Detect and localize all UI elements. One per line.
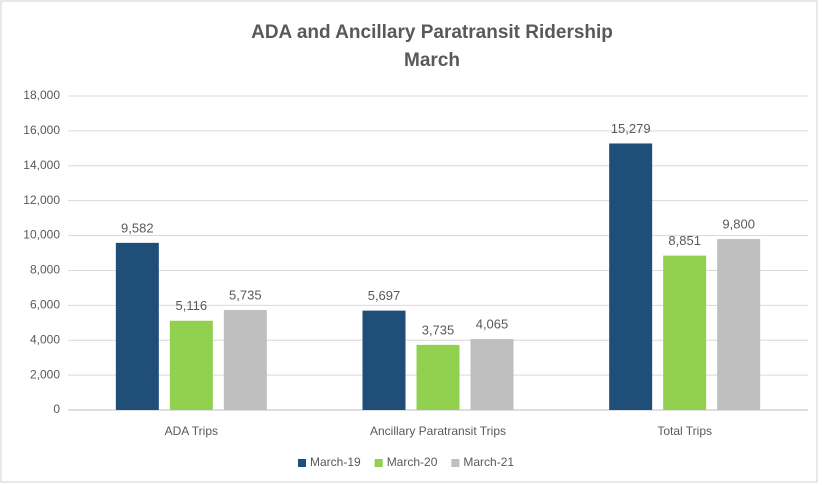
bar <box>362 310 406 410</box>
x-tick-label: Ancillary Paratransit Trips <box>370 424 506 438</box>
x-tick-label: ADA Trips <box>165 424 218 438</box>
data-label: 3,735 <box>422 322 455 337</box>
legend-label: March-20 <box>387 455 438 469</box>
legend-swatch <box>374 459 383 467</box>
bar <box>223 309 267 410</box>
legend-label: March-19 <box>310 455 361 469</box>
data-label: 5,697 <box>368 288 401 303</box>
chart-title: ADA and Ancillary Paratransit Ridership <box>251 22 613 43</box>
data-label: 9,582 <box>121 220 154 235</box>
bar <box>115 242 159 410</box>
data-label: 8,851 <box>668 233 701 248</box>
bar <box>416 344 460 410</box>
y-tick-label: 4,000 <box>30 332 60 346</box>
bar <box>169 320 213 410</box>
y-tick-label: 18,000 <box>23 88 60 102</box>
y-tick-label: 10,000 <box>23 228 60 242</box>
y-tick-label: 2,000 <box>30 367 60 381</box>
legend-swatch <box>451 459 460 467</box>
y-tick-label: 16,000 <box>23 123 60 137</box>
y-tick-label: 8,000 <box>30 263 60 277</box>
bar <box>470 339 514 410</box>
legend-swatch <box>298 459 306 467</box>
y-tick-label: 12,000 <box>23 193 60 207</box>
y-tick-label: 14,000 <box>23 158 60 172</box>
x-tick-label: Total Trips <box>657 424 712 438</box>
legend-label: March-21 <box>463 455 514 469</box>
bar <box>663 255 707 410</box>
data-label: 5,735 <box>229 287 262 302</box>
bar <box>609 143 653 410</box>
chart-subtitle: March <box>404 50 460 71</box>
y-tick-label: 0 <box>53 402 60 416</box>
bar <box>717 239 761 410</box>
data-label: 15,279 <box>611 121 651 136</box>
y-tick-label: 6,000 <box>30 298 60 312</box>
data-label: 5,116 <box>176 298 208 313</box>
data-label: 4,065 <box>476 317 509 332</box>
data-label: 9,800 <box>722 216 755 231</box>
